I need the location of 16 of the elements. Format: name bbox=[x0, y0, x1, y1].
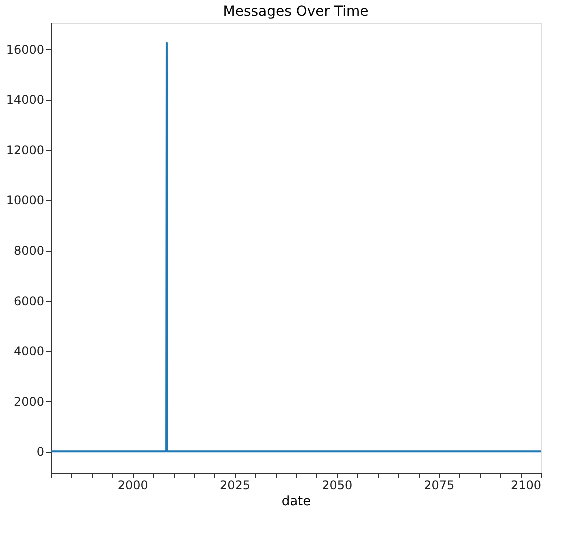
y-tick-label: 12000 bbox=[6, 143, 44, 158]
x-axis-title: date bbox=[282, 494, 312, 510]
x-tick-label: 2100 bbox=[510, 478, 542, 492]
chart-title: Messages Over Time bbox=[223, 4, 369, 20]
y-tick-label: 4000 bbox=[14, 344, 44, 359]
y-tick-label: 10000 bbox=[6, 194, 44, 208]
y-tick-label: 16000 bbox=[6, 42, 44, 57]
x-tick-label: 2025 bbox=[220, 478, 251, 492]
x-tick-label: 2075 bbox=[424, 478, 455, 492]
x-tick-label: 2050 bbox=[322, 478, 353, 492]
y-tick-label: 6000 bbox=[14, 294, 44, 308]
x-tick-label: 2000 bbox=[118, 478, 148, 492]
y-tick-label: 0 bbox=[36, 445, 44, 460]
y-tick-label: 8000 bbox=[14, 244, 44, 258]
y-tick-label: 14000 bbox=[6, 93, 44, 108]
y-tick-label: 2000 bbox=[14, 394, 44, 409]
